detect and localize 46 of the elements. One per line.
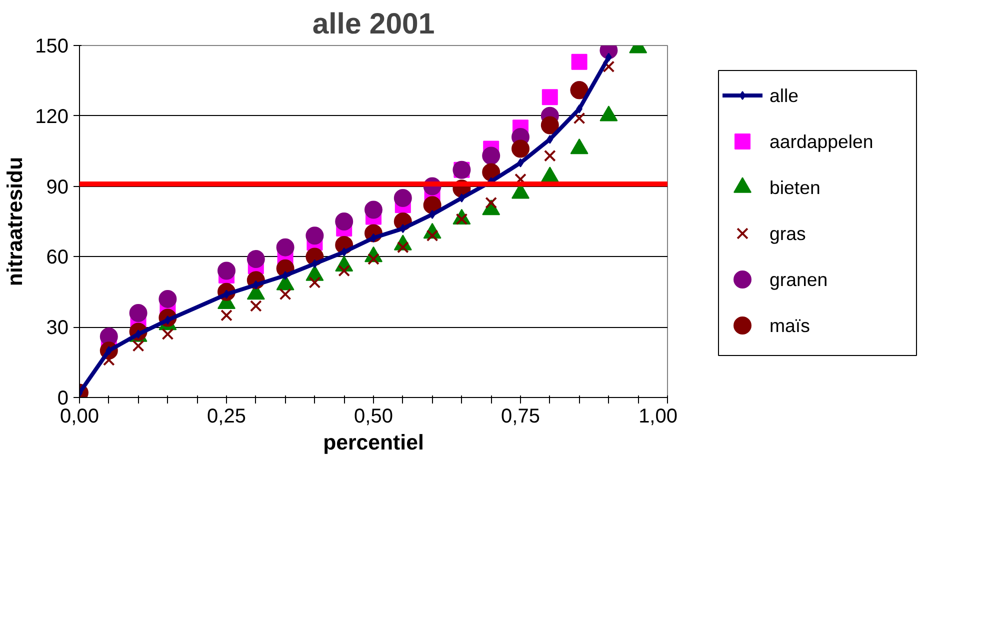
legend-label: gras — [770, 223, 806, 244]
legend-label: bieten — [770, 177, 820, 198]
point — [542, 89, 558, 106]
point — [306, 226, 324, 245]
point — [338, 264, 350, 277]
point — [162, 328, 174, 340]
point — [394, 189, 412, 208]
point — [573, 112, 586, 124]
x-tick-label: 0,50 — [354, 406, 393, 428]
point — [571, 54, 588, 70]
point — [335, 212, 354, 230]
point — [279, 288, 292, 300]
x-tick-label: 1,00 — [638, 406, 678, 428]
legend-label: granen — [770, 269, 828, 290]
point — [220, 309, 232, 322]
point — [250, 300, 262, 312]
point — [482, 146, 500, 165]
point — [517, 158, 524, 168]
point — [129, 304, 148, 322]
point — [340, 248, 348, 257]
y-tick-label: 60 — [46, 246, 69, 269]
x-axis-title: percentiel — [323, 430, 424, 454]
point — [602, 60, 615, 73]
legend-label: alle — [770, 85, 799, 106]
chart-title: alle 2001 — [312, 8, 435, 40]
point — [512, 140, 530, 158]
x-tick-label: 0,25 — [207, 406, 246, 428]
y-axis-title: nitraatresidu — [3, 156, 28, 286]
point — [132, 340, 144, 352]
point — [540, 116, 559, 134]
point — [218, 262, 236, 280]
y-tick-label: 120 — [35, 106, 69, 128]
legend-label: aardappelen — [770, 131, 874, 152]
y-tick-label: 150 — [35, 36, 69, 58]
point — [400, 224, 406, 234]
point — [246, 250, 265, 268]
point — [546, 134, 554, 144]
y-tick-label: 90 — [46, 176, 69, 198]
point — [364, 200, 382, 219]
y-tick-label: 30 — [46, 317, 69, 340]
point — [544, 150, 556, 162]
x-tick-label: 0,75 — [501, 406, 540, 428]
point — [158, 290, 177, 308]
point — [276, 238, 294, 256]
point — [308, 276, 321, 288]
legend-label: maïs — [770, 315, 810, 336]
